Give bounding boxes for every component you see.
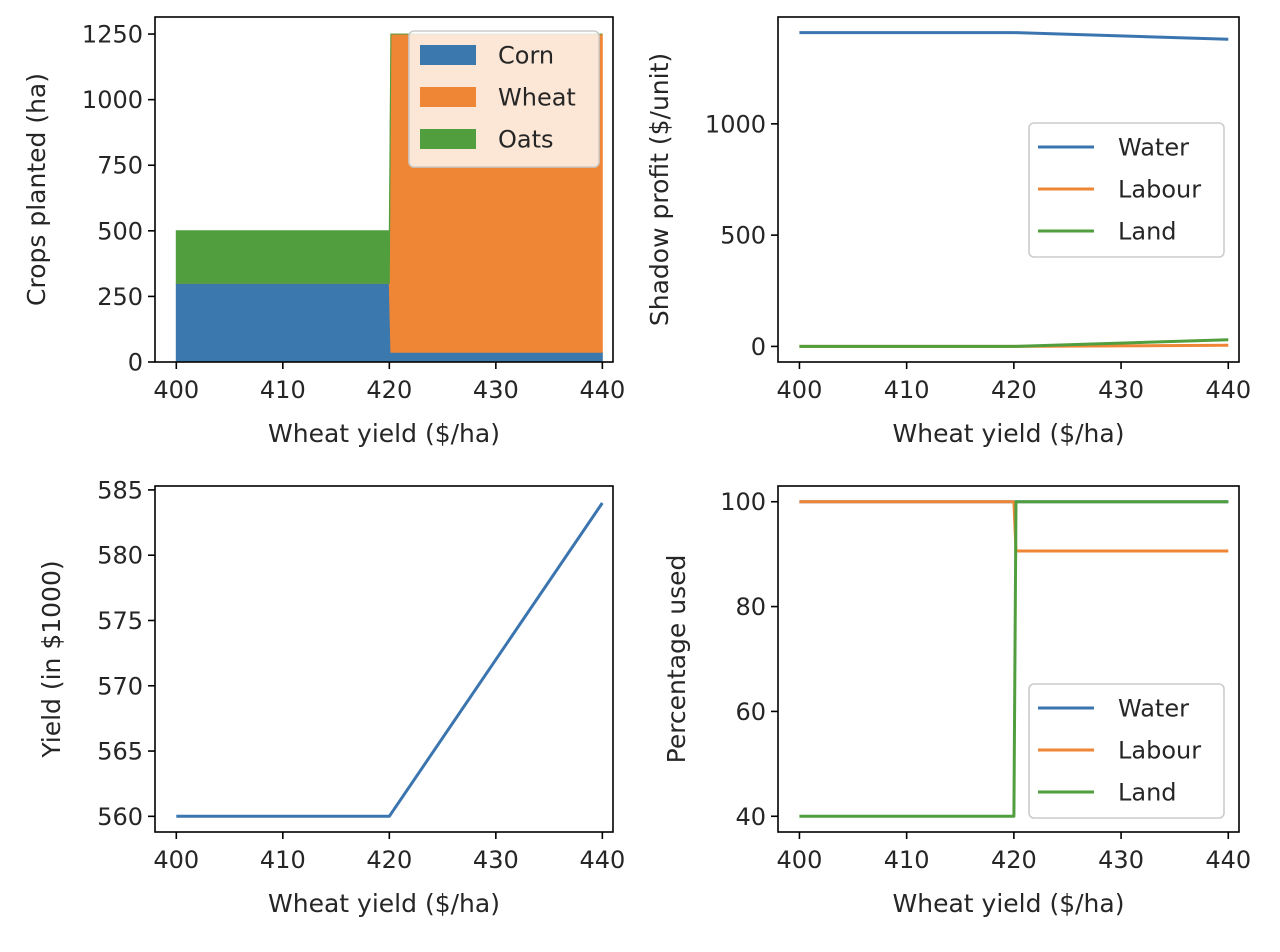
legend-label-water: Water: [1118, 695, 1189, 723]
y-tick-label: 1000: [82, 86, 143, 114]
y-tick-label: 1000: [705, 110, 766, 138]
x-tick-label: 430: [1098, 376, 1144, 404]
x-tick-label: 420: [366, 376, 412, 404]
plot-area: [799, 31, 1229, 348]
legend-swatch-corn: [420, 45, 476, 65]
x-tick-label: 430: [473, 846, 519, 874]
panel-3: 400 410 420 430 440 560 565 570 575 580 585 Wheat y…: [37, 476, 625, 918]
line-land: [799, 500, 1229, 818]
x-tick-label: 400: [153, 846, 199, 874]
x-tick-label: 410: [260, 376, 306, 404]
legend-label-oats: Oats: [498, 126, 554, 154]
legend: Water Labour Land: [1028, 122, 1225, 258]
y-tick-label: 560: [97, 803, 143, 831]
y-tick-label: 750: [97, 152, 143, 180]
axes-frame: [154, 485, 614, 833]
x-tick-label: 440: [579, 376, 625, 404]
x-axis-label: Wheat yield ($/ha): [268, 419, 500, 448]
x-tick-label: 430: [1098, 846, 1144, 874]
panel-1: 400 410 420 430 440 0 250 500 750 1000 1250 Wheat y…: [22, 16, 625, 448]
y-axis-label: Percentage used: [662, 555, 691, 764]
x-tick-label: 400: [777, 846, 823, 874]
legend-label-wheat: Wheat: [498, 84, 576, 112]
axes-frame: [777, 16, 1240, 363]
y-tick-label: 500: [97, 217, 143, 245]
y-tick-label: 100: [720, 488, 766, 516]
line-yield: [176, 502, 604, 818]
y-axis-label: Shadow profit ($/unit): [645, 53, 674, 326]
x-tick-label: 410: [260, 846, 306, 874]
x-axis-label: Wheat yield ($/ha): [893, 419, 1125, 448]
line-water: [799, 31, 1229, 41]
panel-2: 400 410 420 430 440 0 500 1000 Wheat yield ($/ha…: [645, 16, 1251, 448]
y-tick-label: 565: [97, 738, 143, 766]
y-tick-label: 0: [751, 333, 766, 361]
legend-label-water: Water: [1118, 134, 1189, 162]
legend-frame: [1028, 122, 1225, 258]
x-tick-label: 440: [579, 846, 625, 874]
x-tick-label: 420: [991, 376, 1037, 404]
plot-area: [176, 502, 604, 818]
x-axis-label: Wheat yield ($/ha): [268, 889, 500, 918]
legend: Water Labour Land: [1028, 683, 1225, 819]
x-tick-label: 400: [777, 376, 823, 404]
legend-label-labour: Labour: [1118, 176, 1201, 204]
x-axis-label: Wheat yield ($/ha): [893, 889, 1125, 918]
line-land: [799, 338, 1229, 348]
y-tick-label: 80: [735, 593, 766, 621]
y-tick-label: 250: [97, 283, 143, 311]
legend-label-land: Land: [1118, 779, 1177, 807]
legend-label-labour: Labour: [1118, 737, 1201, 765]
axes-frame: [154, 16, 614, 363]
y-axis-label: Yield (in $1000): [37, 560, 66, 758]
y-tick-label: 575: [97, 607, 143, 635]
y-tick-label: 585: [97, 476, 143, 504]
x-tick-label: 420: [366, 846, 412, 874]
x-tick-label: 440: [1205, 846, 1251, 874]
y-tick-label: 40: [735, 803, 766, 831]
panel-4: 400 410 420 430 440 40 60 80 100 Wheat yield ($/h…: [662, 485, 1251, 918]
y-tick-label: 500: [720, 222, 766, 250]
line-labour: [799, 500, 1229, 553]
x-tick-label: 410: [884, 376, 930, 404]
y-axis-label: Crops planted (ha): [22, 73, 51, 306]
x-tick-label: 420: [991, 846, 1037, 874]
legend: Corn Wheat Oats: [408, 30, 600, 168]
legend-label-corn: Corn: [498, 42, 554, 70]
y-tick-label: 60: [735, 698, 766, 726]
y-tick-label: 580: [97, 542, 143, 570]
legend-swatch-wheat: [420, 87, 476, 107]
y-tick-label: 570: [97, 672, 143, 700]
axes-frame: [777, 485, 1240, 833]
x-tick-label: 410: [884, 846, 930, 874]
y-tick-label: 0: [128, 349, 143, 377]
y-tick-label: 1250: [82, 21, 143, 49]
x-tick-label: 400: [153, 376, 199, 404]
plot-area: [799, 500, 1229, 818]
legend-swatch-oats: [420, 129, 476, 149]
legend-frame: [1028, 683, 1225, 819]
x-tick-label: 440: [1205, 376, 1251, 404]
legend-label-land: Land: [1118, 218, 1177, 246]
x-tick-label: 430: [473, 376, 519, 404]
